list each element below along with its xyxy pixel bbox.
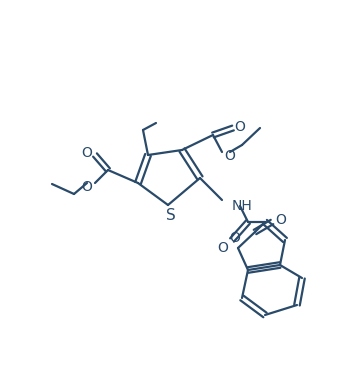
Text: O: O [235,120,246,134]
Text: O: O [217,241,229,255]
Text: S: S [166,207,176,222]
Text: O: O [225,149,235,163]
Text: NH: NH [232,199,253,213]
Text: O: O [230,231,240,245]
Text: O: O [275,213,287,227]
Text: O: O [82,146,93,160]
Text: O: O [82,180,93,194]
